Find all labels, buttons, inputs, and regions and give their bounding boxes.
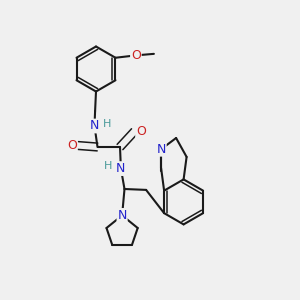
Text: N: N: [117, 209, 127, 222]
Text: O: O: [136, 125, 146, 138]
Text: N: N: [116, 162, 126, 175]
Text: H: H: [103, 118, 112, 129]
Text: H: H: [104, 160, 112, 171]
Text: O: O: [67, 139, 77, 152]
Text: N: N: [90, 119, 99, 133]
Text: O: O: [131, 49, 141, 62]
Text: N: N: [156, 143, 166, 156]
